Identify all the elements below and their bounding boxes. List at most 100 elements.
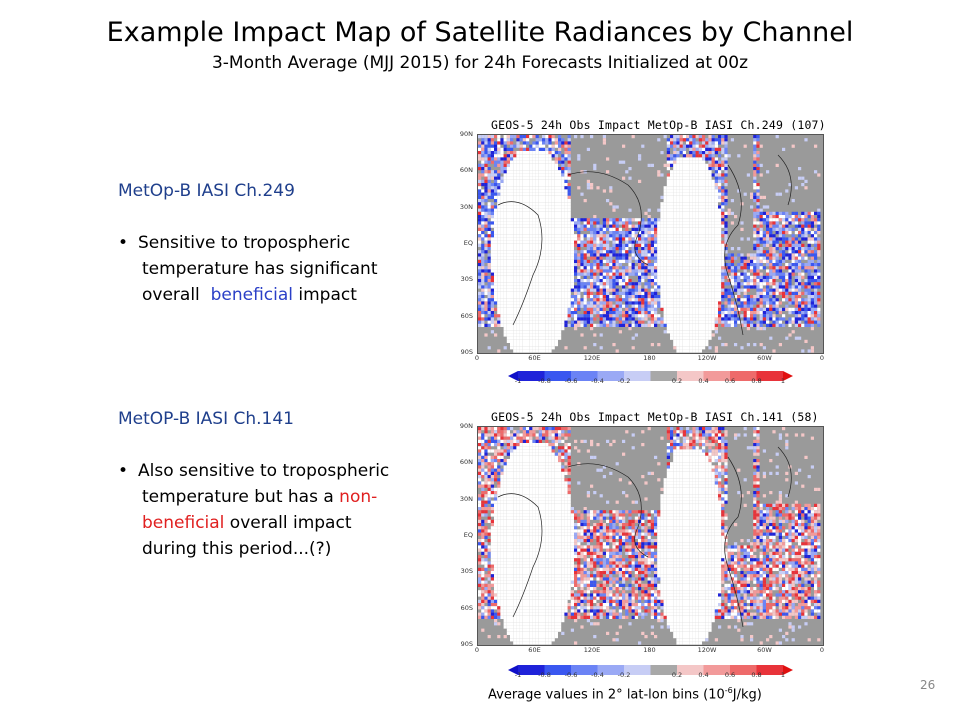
impact-bin [724,183,728,187]
impact-bin [695,259,699,263]
impact-bin [753,247,757,251]
impact-bin [714,231,718,235]
impact-bin [772,279,776,283]
impact-bin [638,253,642,257]
impact-bin [500,259,504,263]
impact-bin [538,320,542,324]
impact-bin [532,253,536,257]
impact-map [477,134,824,354]
impact-bin [737,275,741,279]
impact-bin [545,141,549,145]
impact-bin [583,291,587,295]
impact-bin [692,266,696,270]
impact-bin [788,243,792,247]
impact-bin [554,301,558,305]
impact-bin [548,147,552,151]
impact-bin [660,221,664,225]
impact-bin [708,333,712,337]
impact-bin [654,275,658,279]
impact-bin [542,311,546,315]
impact-bin [538,314,542,318]
impact-bin [682,224,686,228]
impact-bin [532,154,536,158]
impact-bin [695,301,699,305]
impact-bin [609,314,613,318]
impact-bin [548,179,552,183]
impact-bin [535,157,539,161]
impact-bin [593,218,597,222]
impact-bin [577,314,581,318]
impact-bin [724,154,728,158]
impact-bin [538,179,542,183]
impact-bin [532,167,536,171]
impact-bin [519,279,523,283]
impact-bin [759,301,763,305]
impact-bin [612,250,616,254]
impact-bin [590,272,594,276]
impact-bin [676,330,680,334]
impact-bin [583,307,587,311]
impact-bin [519,147,523,151]
impact-bin [497,279,501,283]
impact-bin [522,279,526,283]
impact-bin [564,234,568,238]
impact-bin [570,243,574,247]
impact-bin [478,154,482,158]
impact-bin [663,218,667,222]
impact-bin [682,336,686,340]
impact-bin [718,275,722,279]
impact-bin [695,307,699,311]
impact-bin [612,279,616,283]
impact-bin [814,269,818,273]
impact-bin [660,237,664,241]
impact-bin [500,314,504,318]
impact-bin [503,170,507,174]
impact-bin [538,144,542,148]
impact-bin [692,167,696,171]
impact-bin [478,320,482,324]
impact-bin [497,295,501,299]
impact-bin [497,247,501,251]
impact-bin [721,343,725,347]
impact-bin [631,282,635,286]
impact-bin [481,227,485,231]
impact-bin [522,231,526,235]
impact-bin [612,243,616,247]
impact-bin [532,282,536,286]
impact-bin [686,333,690,337]
impact-bin [673,183,677,187]
impact-bin [494,247,498,251]
impact-bin [734,282,738,286]
impact-bin [708,208,712,212]
impact-bin [698,330,702,334]
impact-bin [596,323,600,327]
impact-bin [711,317,715,321]
impact-bin [730,307,734,311]
impact-bin [734,311,738,315]
impact-bin [519,215,523,219]
impact-bin [721,279,725,283]
impact-bin [500,205,504,209]
impact-bin [516,138,520,142]
impact-bin [606,263,610,267]
impact-bin [810,218,814,222]
impact-bin [516,231,520,235]
impact-bin [561,173,565,177]
impact-bin [561,295,565,299]
impact-bin [708,250,712,254]
impact-bin [756,202,760,206]
impact-bin [551,285,555,289]
impact-bin [756,243,760,247]
impact-bin [522,221,526,225]
impact-bin [503,243,507,247]
impact-bin [695,151,699,155]
impact-bin [503,282,507,286]
impact-bin [785,243,789,247]
impact-bin [730,304,734,308]
impact-bin [817,295,821,299]
impact-bin [554,144,558,148]
impact-bin [766,224,770,228]
impact-bin [673,298,677,302]
impact-bin [772,263,776,267]
impact-bin [746,279,750,283]
